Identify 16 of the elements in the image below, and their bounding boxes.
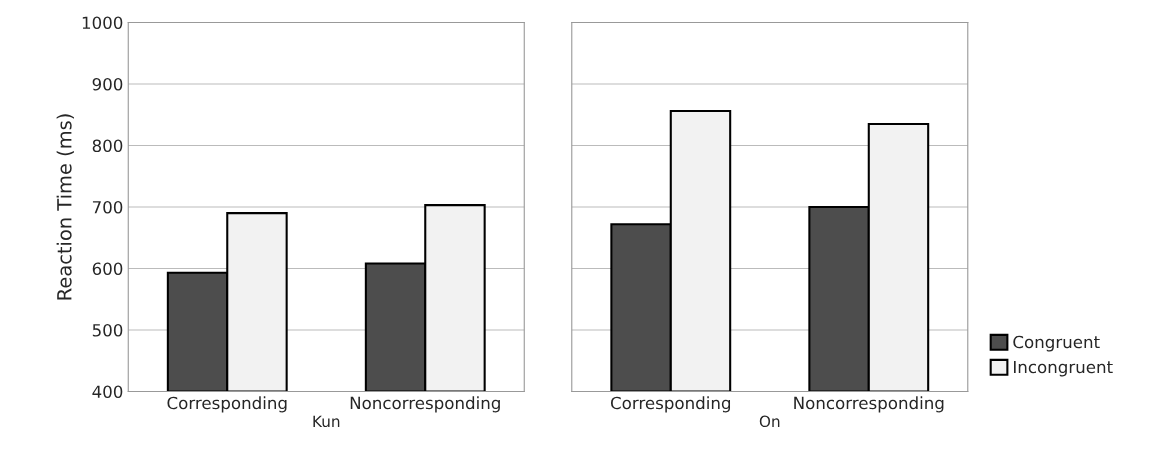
- y-tick-label: 800: [92, 139, 123, 153]
- x-axis-title: On: [759, 415, 780, 428]
- legend-label: Incongruent: [1014, 360, 1113, 377]
- y-tick-label: 500: [92, 323, 123, 337]
- x-tick-label: Corresponding: [610, 396, 731, 413]
- y-tick-label: 600: [92, 262, 123, 276]
- legend-label: Congruent: [1013, 335, 1100, 352]
- y-axis-title: Reaction Time (ms): [56, 114, 74, 300]
- y-tick-label: 900: [92, 77, 123, 91]
- x-tick-label: Noncorresponding: [350, 396, 500, 413]
- x-tick-label: Noncorresponding: [794, 396, 944, 413]
- y-tick-label: 700: [92, 200, 123, 214]
- x-tick-label: Corresponding: [167, 396, 287, 413]
- y-tick-label: 400: [92, 385, 123, 399]
- y-tick-label: 1000: [82, 16, 123, 30]
- x-axis-title: Kun: [313, 415, 340, 428]
